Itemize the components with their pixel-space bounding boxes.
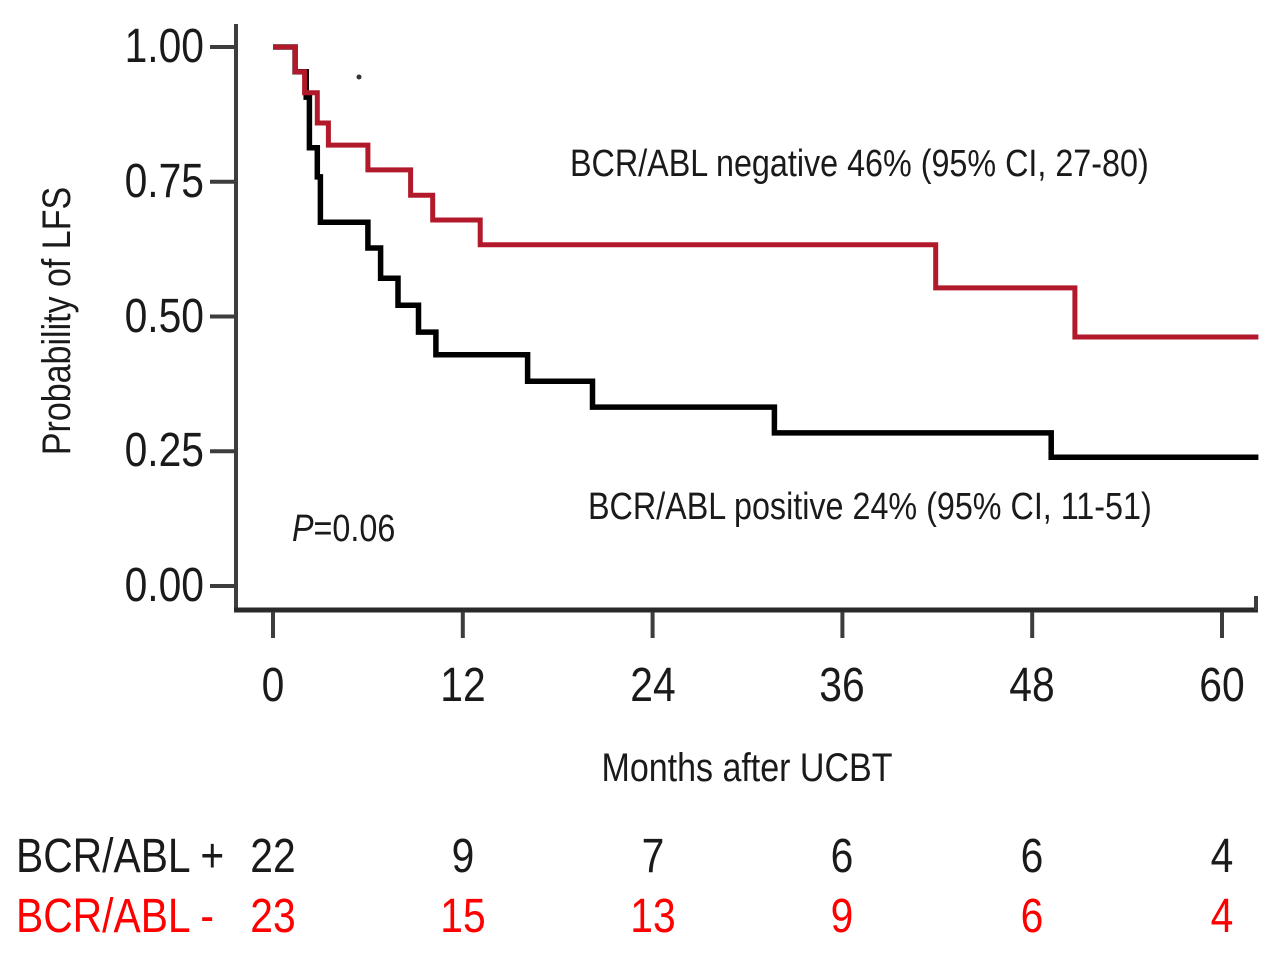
y-tick-marks — [210, 45, 236, 588]
x-tick-label: 24 — [629, 659, 676, 712]
annotation-negative: BCR/ABL negative 46% (95% CI, 27-80) — [570, 143, 1149, 185]
y-axis-title: Probability of LFS — [35, 186, 79, 456]
x-tick-label: 36 — [819, 659, 866, 712]
p-value: P=0.06 — [292, 508, 395, 550]
at-risk-count: 4 — [1210, 890, 1234, 943]
at-risk-count: 6 — [831, 830, 854, 883]
at-risk-count: 15 — [440, 890, 486, 943]
at-risk-count: 13 — [629, 890, 676, 943]
at-risk-row-label: BCR/ABL + — [16, 830, 225, 883]
x-tick-label: 60 — [1199, 659, 1245, 712]
p-value-symbol: P — [292, 508, 314, 550]
stray-dot — [356, 74, 362, 80]
y-tick-label: 0.50 — [124, 289, 204, 343]
x-tick-marks — [271, 612, 1224, 638]
curve-bcr-abl-negative — [273, 44, 1259, 340]
y-tick-label: 1.00 — [124, 20, 204, 73]
x-axis-title: Months after UCBT — [601, 746, 893, 790]
at-risk-count: 9 — [831, 890, 854, 943]
at-risk-row-label: BCR/ABL - — [16, 890, 215, 943]
p-value-number: =0.06 — [313, 508, 396, 550]
x-tick-label: 48 — [1009, 659, 1055, 712]
annotation-positive: BCR/ABL positive 24% (95% CI, 11-51) — [588, 486, 1152, 528]
at-risk-count: 9 — [451, 830, 475, 883]
at-risk-count: 23 — [250, 890, 296, 943]
at-risk-count: 4 — [1210, 830, 1234, 883]
at-risk-count: 6 — [1020, 830, 1044, 883]
at-risk-count: 7 — [641, 830, 664, 883]
x-tick-label: 0 — [261, 659, 285, 712]
at-risk-count: 22 — [250, 830, 296, 883]
y-tick-label: 0.00 — [124, 559, 204, 612]
at-risk-count: 6 — [1020, 890, 1044, 943]
y-tick-label: 0.75 — [124, 154, 204, 208]
x-tick-label: 12 — [440, 659, 486, 712]
curve-bcr-abl-positive — [273, 44, 1259, 460]
y-tick-label: 0.25 — [124, 424, 204, 478]
